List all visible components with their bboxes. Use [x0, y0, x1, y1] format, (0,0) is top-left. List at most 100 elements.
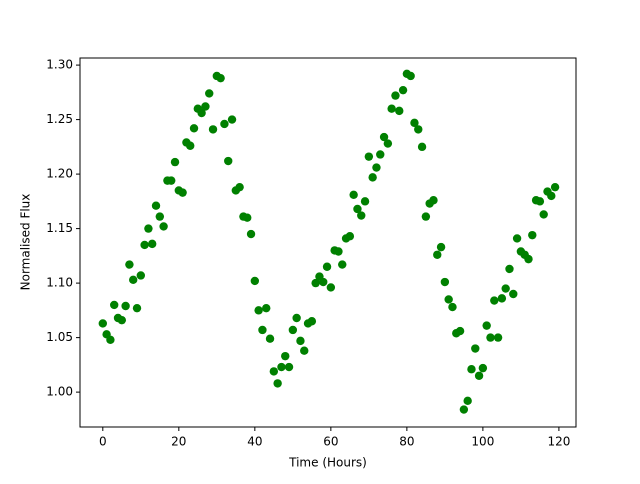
point	[471, 344, 480, 353]
x-tick-label: 120	[547, 435, 570, 449]
x-tick-label: 0	[99, 435, 107, 449]
point	[497, 294, 507, 303]
point	[300, 346, 309, 355]
x-tick-label: 60	[323, 435, 338, 449]
point	[406, 71, 415, 81]
point	[349, 190, 358, 200]
point	[334, 247, 343, 256]
point	[372, 163, 381, 172]
point	[117, 315, 127, 325]
point	[376, 150, 385, 159]
point	[391, 91, 400, 100]
point	[360, 197, 370, 206]
point	[474, 371, 484, 380]
point	[326, 283, 336, 292]
point	[269, 367, 279, 376]
point	[281, 351, 290, 361]
point	[258, 325, 267, 335]
point	[410, 118, 419, 128]
point	[429, 196, 438, 205]
point	[136, 271, 146, 280]
point	[262, 303, 271, 313]
point	[106, 335, 115, 344]
point	[292, 313, 301, 323]
point	[509, 289, 518, 299]
point	[505, 264, 514, 274]
point	[478, 363, 488, 373]
point	[273, 379, 282, 388]
point	[140, 240, 149, 250]
point	[208, 125, 218, 134]
point	[148, 239, 157, 249]
point	[216, 73, 225, 83]
point	[433, 250, 442, 259]
x-tick-label: 80	[399, 435, 414, 449]
point	[98, 319, 108, 328]
point	[227, 115, 237, 124]
point	[364, 152, 374, 161]
point	[467, 365, 476, 374]
point	[220, 119, 229, 129]
point	[110, 300, 119, 310]
y-tick-label: 1.20	[46, 167, 73, 181]
point	[395, 106, 404, 116]
point	[357, 211, 366, 220]
y-tick-label: 1.25	[46, 112, 73, 126]
y-tick-label: 1.00	[46, 385, 73, 399]
point	[387, 104, 396, 113]
y-tick-label: 1.15	[46, 221, 73, 235]
point	[436, 242, 446, 252]
point	[490, 296, 499, 305]
point	[197, 108, 206, 118]
point	[547, 191, 556, 201]
point	[440, 277, 450, 287]
point	[486, 333, 495, 342]
point	[550, 182, 560, 192]
point	[398, 85, 408, 95]
y-axis-label: Normalised Flux	[19, 194, 33, 291]
point	[368, 173, 377, 182]
point	[539, 210, 548, 219]
point	[155, 212, 165, 221]
point	[250, 276, 260, 286]
point	[288, 325, 298, 335]
point	[159, 222, 168, 231]
point	[528, 230, 537, 240]
y-tick-label: 1.30	[46, 58, 73, 72]
point	[307, 317, 317, 326]
point	[284, 362, 294, 372]
point	[501, 284, 510, 293]
point	[455, 326, 465, 336]
point	[296, 336, 305, 346]
point	[186, 141, 195, 150]
point	[448, 302, 457, 312]
point	[201, 102, 210, 111]
point	[170, 157, 180, 167]
x-tick-label: 20	[171, 435, 186, 449]
point	[345, 232, 355, 241]
point	[524, 254, 533, 264]
point	[319, 277, 328, 287]
point	[144, 224, 153, 233]
point	[311, 278, 320, 288]
point	[189, 124, 199, 133]
y-tick-label: 1.05	[46, 330, 73, 344]
point	[167, 176, 176, 185]
point	[493, 333, 503, 342]
point	[459, 405, 469, 414]
point	[417, 142, 427, 152]
y-tick-label: 1.10	[46, 276, 73, 290]
x-axis-label: Time (Hours)	[288, 456, 367, 470]
point	[151, 201, 161, 210]
point	[121, 301, 130, 311]
point	[444, 295, 453, 304]
point	[178, 188, 187, 197]
point	[482, 321, 491, 330]
plot-frame	[79, 57, 577, 428]
point	[512, 234, 522, 243]
point	[235, 182, 244, 192]
point	[224, 156, 233, 166]
point	[125, 260, 134, 269]
